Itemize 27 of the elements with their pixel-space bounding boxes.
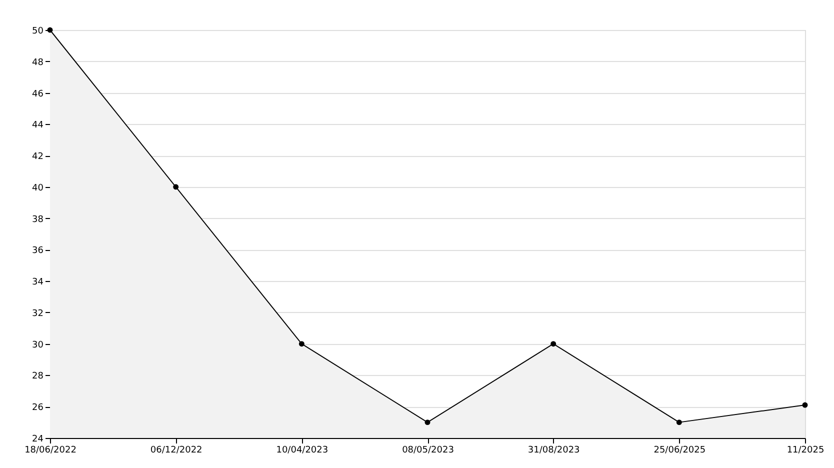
y-tick-label: 44 (32, 120, 44, 131)
x-tick-label: 18/06/2022 (24, 446, 76, 456)
x-tick-label: 25/06/2025 (654, 446, 706, 456)
y-tick-label: 46 (32, 89, 44, 100)
point (424, 420, 430, 426)
x-tick-label: 31/08/2023 (528, 446, 580, 456)
x-tick-label: 06/12/2022 (150, 446, 202, 456)
x-tick-label: 08/05/2023 (402, 446, 454, 456)
point (298, 341, 304, 347)
y-tick-label: 50 (32, 26, 44, 36)
x-tick-label: 11/2025 (786, 446, 824, 456)
x-tick-label: 10/04/2023 (276, 446, 328, 456)
y-tick-label: 24 (32, 434, 44, 444)
y-tick-label: 32 (32, 308, 44, 319)
y-tick-label: 34 (32, 278, 44, 288)
point (550, 341, 556, 347)
point (802, 402, 808, 408)
y-tick-label: 38 (32, 214, 44, 225)
y-tick-label: 48 (32, 58, 44, 68)
y-tick-label: 28 (32, 372, 44, 382)
y-tick-label: 42 (32, 152, 44, 162)
y-tick-label: 40 (32, 183, 44, 194)
y-tick-label: 30 (32, 340, 44, 350)
point (676, 420, 682, 426)
y-tick-label: 36 (32, 246, 44, 256)
point (173, 184, 179, 190)
y-tick-label: 26 (32, 403, 44, 414)
